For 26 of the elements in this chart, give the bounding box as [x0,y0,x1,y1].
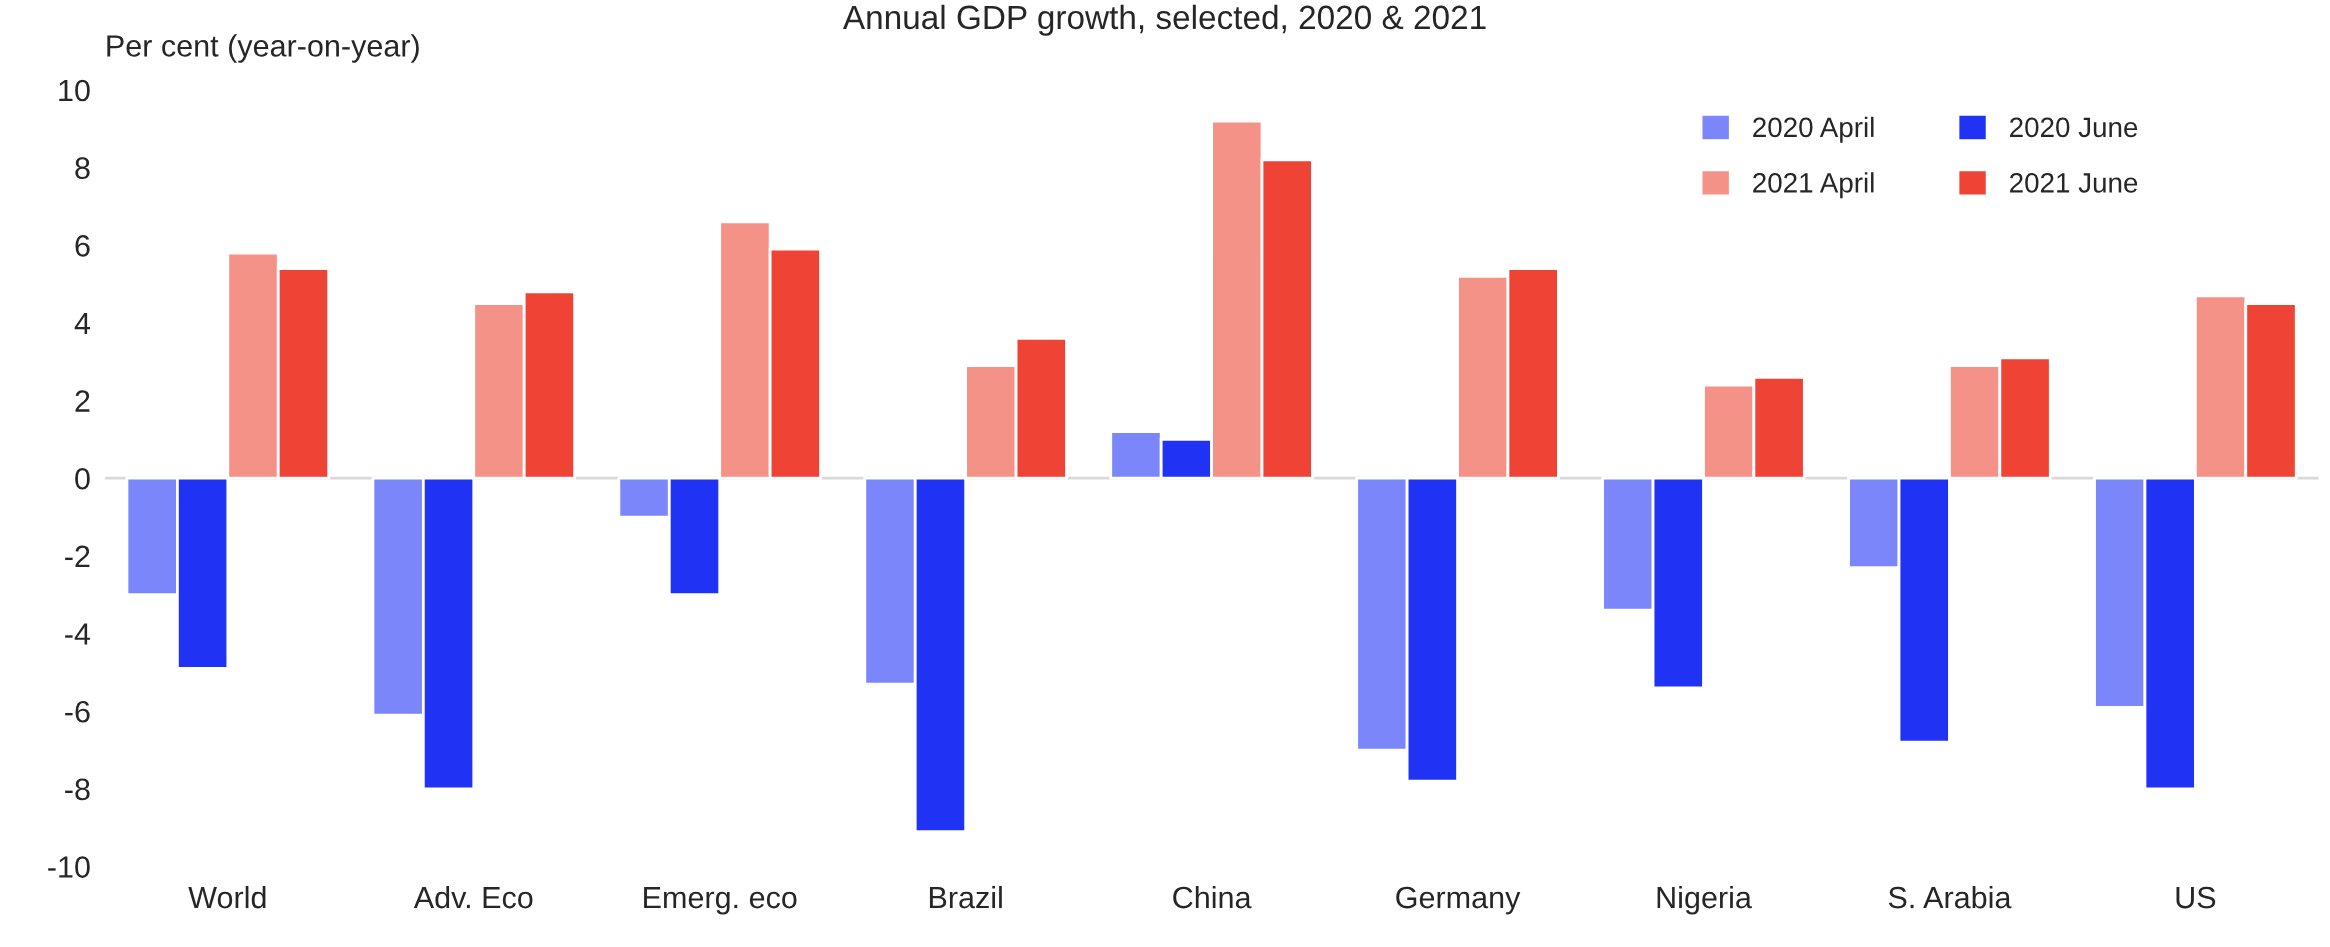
x-tick-label: S. Arabia [1888,885,2012,909]
x-tick-label: Brazil [929,885,1002,909]
x-tick-label: Nigeria [1657,885,1752,915]
y-tick-label: 2 [75,390,90,412]
y-tick-label: -10 [48,856,90,878]
x-tick-label: World [188,885,266,909]
y-axis-title: Per cent (year-on-year) [107,34,419,63]
legend-label: 2021 June [2010,173,2138,193]
y-tick-label: -4 [65,623,91,645]
y-tick-label: 6 [75,235,90,257]
x-tick-label: Germany [1396,886,1521,915]
y-tick-label: -8 [65,778,90,801]
y-tick-label: 4 [74,312,91,334]
legend-label: 2021 April [1753,172,1874,199]
y-tick-label: -6 [65,700,90,723]
legend-label: 2020 April [1753,116,1874,143]
x-tick-label: US [2176,886,2216,909]
legend-label: 2020 June [2010,117,2138,138]
y-tick-label: -2 [65,545,90,567]
x-tick-label: China [1173,885,1252,909]
x-tick-label: Adv. Eco [413,885,533,909]
y-tick-label: 10 [59,79,90,102]
y-tick-label: 0 [75,467,90,490]
y-tick-label: 8 [75,157,90,179]
chart-title: Annual GDP growth, selected, 2020 & 2021 [842,4,1486,36]
x-tick-label: Emerg. eco [644,887,797,915]
